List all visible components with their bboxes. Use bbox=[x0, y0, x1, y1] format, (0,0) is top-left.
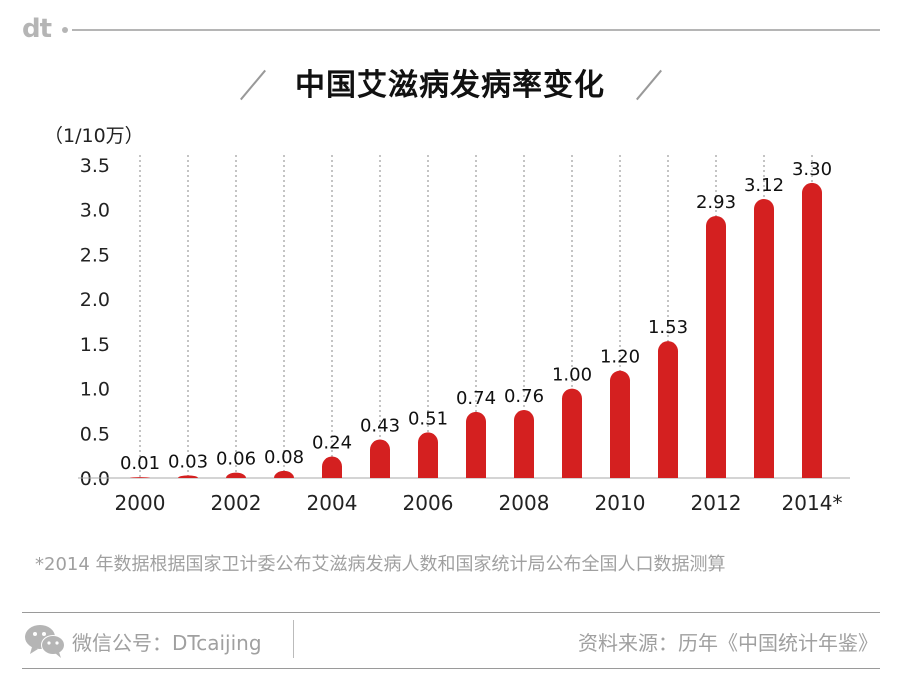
x-tick-label: 2012 bbox=[691, 491, 742, 515]
bar-2013 bbox=[754, 198, 774, 479]
bar-2004 bbox=[322, 456, 342, 478]
value-label-2008: 0.76 bbox=[504, 386, 544, 407]
value-label-2005: 0.43 bbox=[360, 416, 400, 437]
x-tick-label: 2010 bbox=[595, 491, 646, 515]
y-tick-label: 2.5 bbox=[80, 244, 110, 266]
y-tick-label: 1.0 bbox=[80, 379, 110, 401]
value-label-2003: 0.08 bbox=[264, 447, 304, 468]
logo-dot bbox=[62, 27, 68, 33]
x-tick-label: 2006 bbox=[403, 491, 454, 515]
value-label-2013: 3.12 bbox=[744, 175, 784, 196]
value-label-2014*: 3.30 bbox=[792, 159, 832, 180]
y-tick-label: 3.0 bbox=[80, 200, 110, 222]
footer-rule-top bbox=[22, 612, 880, 613]
data-source: 资料来源：历年《中国统计年鉴》 bbox=[578, 631, 878, 655]
y-tick-label: 0.5 bbox=[80, 423, 110, 445]
bar-2001 bbox=[178, 475, 199, 478]
value-label-2011: 1.53 bbox=[648, 317, 688, 338]
footer-divider bbox=[293, 620, 294, 658]
chart-title: 中国艾滋病发病率变化 bbox=[295, 68, 605, 103]
value-label-2012: 2.93 bbox=[696, 192, 736, 213]
value-label-2004: 0.24 bbox=[312, 433, 352, 454]
bar-2003 bbox=[274, 470, 294, 478]
bar-2006 bbox=[418, 432, 438, 478]
value-label-2010: 1.20 bbox=[600, 347, 640, 368]
dt-logo: dt bbox=[22, 14, 52, 44]
y-tick-label: 3.5 bbox=[80, 155, 110, 177]
y-tick-label: 1.5 bbox=[80, 334, 110, 356]
x-tick-label: 2004 bbox=[307, 491, 358, 515]
footnote: *2014 年数据根据国家卫计委公布艾滋病发病人数和国家统计局公布全国人口数据测… bbox=[35, 554, 726, 575]
bar-2011 bbox=[658, 341, 678, 478]
x-tick-label: 2008 bbox=[499, 491, 550, 515]
value-label-2002: 0.06 bbox=[216, 449, 256, 470]
bar-2005 bbox=[370, 439, 390, 478]
x-tick-label: 2000 bbox=[115, 491, 166, 515]
bar-2008 bbox=[514, 410, 534, 478]
bar-2000 bbox=[130, 477, 150, 478]
value-label-2000: 0.01 bbox=[120, 453, 160, 474]
wechat-icon bbox=[25, 625, 65, 658]
bar-chart: 0.0 0.5 1.0 1.5 2.0 2.5 3.0 3.5 0.01 0.03 0.06 0.08… bbox=[78, 155, 850, 515]
bar-2009 bbox=[562, 388, 582, 478]
value-label-2001: 0.03 bbox=[168, 451, 208, 472]
x-tick-label: 2002 bbox=[211, 491, 262, 515]
y-axis-unit: （1/10万） bbox=[44, 125, 144, 147]
bar-2007 bbox=[466, 411, 486, 478]
y-tick-label: 0.0 bbox=[80, 468, 110, 490]
value-label-2009: 1.00 bbox=[552, 365, 592, 386]
bar-2014* bbox=[802, 182, 822, 478]
value-label-2006: 0.51 bbox=[408, 408, 448, 429]
x-tick-label: 2014* bbox=[782, 491, 843, 515]
wechat-account: 微信公号：DTcaijing bbox=[72, 631, 262, 655]
bar-2012 bbox=[706, 215, 726, 478]
header-rule bbox=[72, 29, 880, 31]
value-label-2007: 0.74 bbox=[456, 388, 496, 409]
bar-2010 bbox=[610, 370, 630, 478]
footer-rule-bottom bbox=[22, 668, 880, 669]
bar-2002 bbox=[226, 472, 246, 478]
y-tick-label: 2.0 bbox=[80, 289, 110, 311]
